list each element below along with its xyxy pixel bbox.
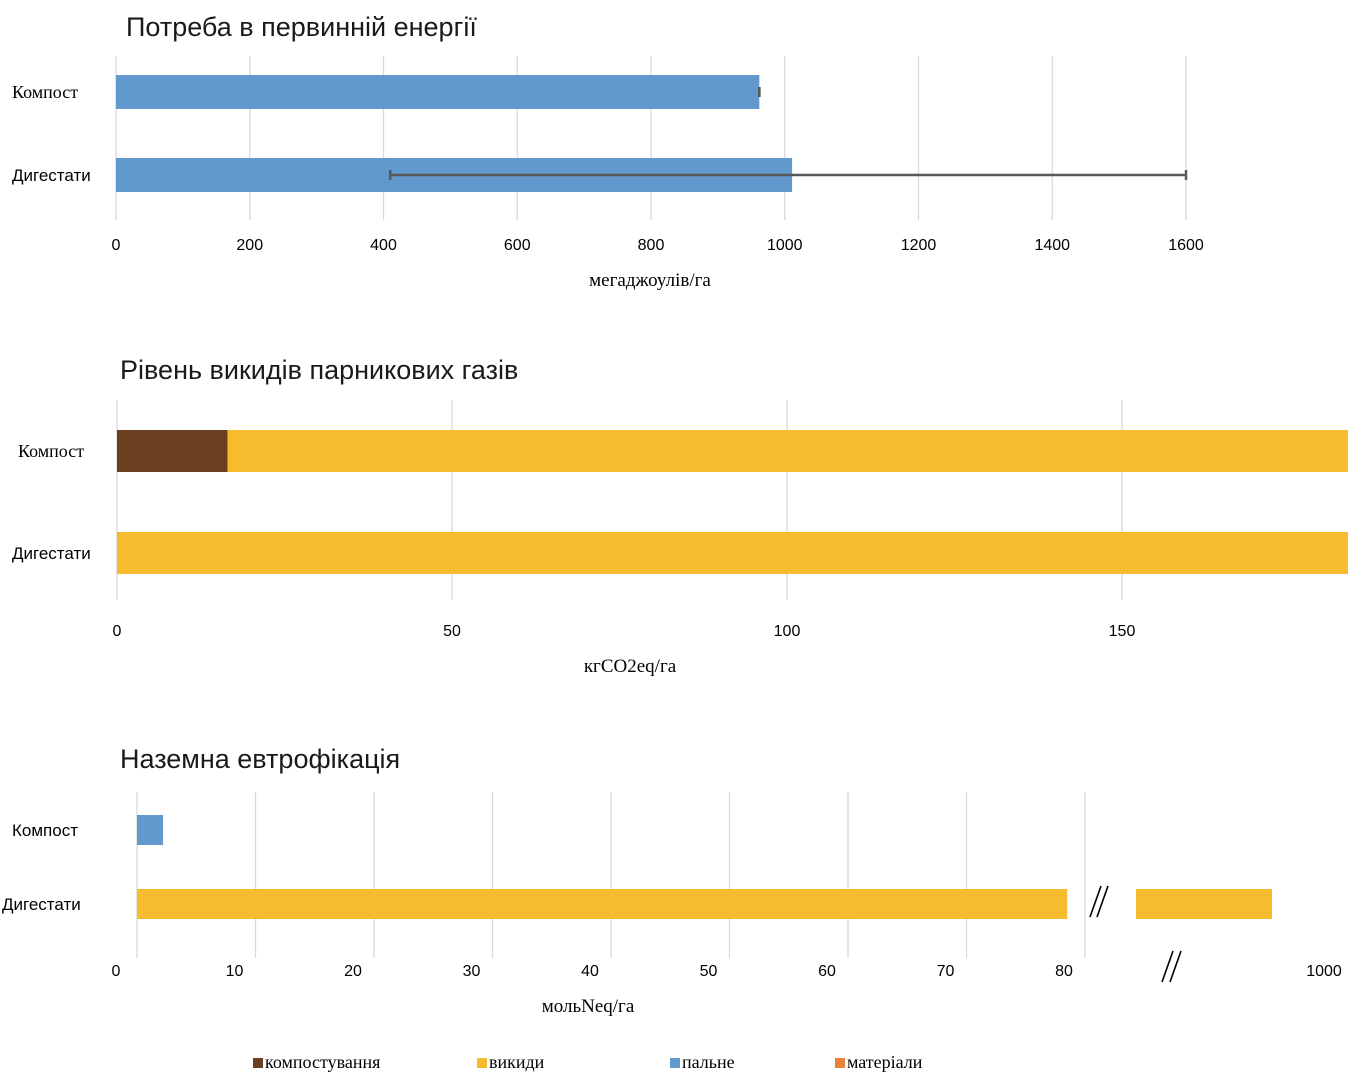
- legend-label: викиди: [489, 1052, 545, 1072]
- eutro-x-tick-label: 40: [581, 963, 599, 980]
- energy-x-tick-label: 1600: [1168, 237, 1204, 254]
- legend-item: матеріали: [835, 1052, 923, 1072]
- legend-label: матеріали: [847, 1052, 923, 1072]
- ghg-bar-segment: [117, 430, 228, 472]
- energy-x-axis-label: мегаджоулів/га: [589, 270, 711, 291]
- energy-category-label: Дигестати: [12, 166, 91, 185]
- eutro-x-tick-label: 80: [1055, 963, 1073, 980]
- eutro-bar-segment-continued: [1136, 889, 1272, 919]
- eutro-x-tick-label: 50: [700, 963, 718, 980]
- axis-break-line: [1169, 950, 1182, 983]
- legend-swatch: [835, 1058, 845, 1068]
- axis-break-line: [1089, 885, 1102, 918]
- eutro-x-axis-label: мольNeq/га: [542, 996, 635, 1017]
- energy-x-tick-label: 1000: [767, 237, 803, 254]
- eutro-x-tick-label: 20: [344, 963, 362, 980]
- eutro-category-label: Компост: [12, 821, 78, 840]
- ghg-chart: Рівень викидів парникових газів 0 50 100 150…: [12, 355, 1348, 677]
- energy-x-tick-label: 800: [638, 237, 665, 254]
- ghg-x-tick-label: 0: [113, 623, 122, 640]
- axis-break-line: [1161, 950, 1174, 983]
- eutro-x-tick-label: 1000: [1306, 963, 1342, 980]
- eutro-x-tick-label: 0: [112, 963, 121, 980]
- eutro-chart: Наземна евтрофікація 0 10 20 30 40 50 60 70 80 100…: [2, 744, 1342, 1017]
- legend-item: компостування: [253, 1052, 380, 1072]
- axis-break-line: [1096, 885, 1109, 918]
- ghg-chart-title: Рівень викидів парникових газів: [120, 355, 518, 385]
- legend-swatch: [253, 1058, 263, 1068]
- energy-x-tick-label: 0: [112, 237, 121, 254]
- axis-break-mark-bar: [1089, 885, 1109, 918]
- legend-label: компостування: [265, 1052, 380, 1072]
- ghg-bar-segment: [117, 532, 1348, 574]
- eutro-x-tick-label: 60: [818, 963, 836, 980]
- legend-label: пальне: [682, 1052, 735, 1072]
- energy-bar: [116, 75, 760, 109]
- eutro-chart-title: Наземна евтрофікація: [120, 744, 400, 774]
- energy-category-label: Компост: [12, 82, 78, 102]
- energy-chart: Потреба в первинній енергії 0 200 400 600 800…: [12, 12, 1204, 291]
- energy-x-tick-label: 1400: [1034, 237, 1070, 254]
- energy-x-tick-label: 200: [236, 237, 263, 254]
- ghg-bar-segment: [227, 430, 1348, 472]
- energy-chart-title: Потреба в первинній енергії: [126, 12, 477, 42]
- ghg-x-tick-label: 50: [443, 623, 461, 640]
- ghg-category-label: Дигестати: [12, 544, 91, 563]
- eutro-category-label: Дигестати: [2, 895, 81, 914]
- ghg-x-axis-label: кгCO2eq/га: [584, 656, 677, 677]
- ghg-x-tick-label: 150: [1109, 623, 1136, 640]
- eutro-x-tick-label: 70: [937, 963, 955, 980]
- legend-item: пальне: [670, 1052, 735, 1072]
- energy-x-tick-label: 600: [504, 237, 531, 254]
- legend: компостування викиди пальне матеріали: [253, 1052, 923, 1072]
- eutro-bar-segment: [137, 815, 164, 845]
- legend-swatch: [670, 1058, 680, 1068]
- ghg-x-tick-label: 100: [774, 623, 801, 640]
- legend-swatch: [477, 1058, 487, 1068]
- energy-x-tick-label: 1200: [901, 237, 937, 254]
- axis-break-mark-axis: [1161, 950, 1182, 983]
- eutro-bar-segment: [137, 889, 1068, 919]
- legend-item: викиди: [477, 1052, 545, 1072]
- energy-x-tick-label: 400: [370, 237, 397, 254]
- ghg-category-label: Компост: [18, 441, 84, 461]
- eutro-x-tick-label: 30: [463, 963, 481, 980]
- eutro-x-tick-label: 10: [226, 963, 244, 980]
